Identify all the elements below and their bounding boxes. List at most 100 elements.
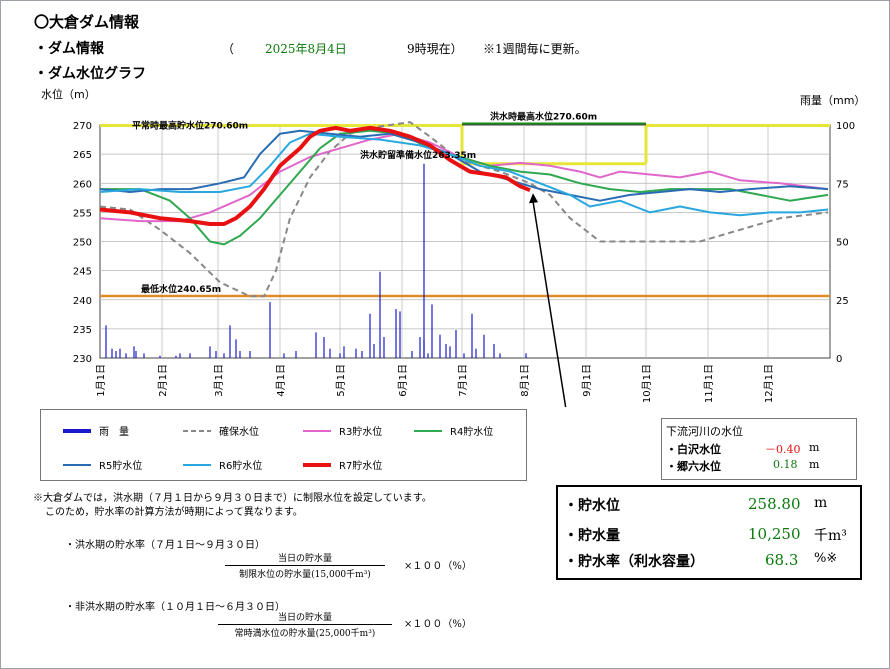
x-tick-label: 12月1日 [763, 364, 775, 403]
rain-bars [105, 163, 527, 358]
y-tick-label: 265 [73, 150, 92, 161]
stat-volume-label: ・貯水量 [564, 528, 620, 544]
legend-r7: R7貯水位 [303, 457, 382, 472]
time-status: 9時現在） [407, 42, 463, 56]
legend-rain-label: 雨 量 [99, 427, 129, 438]
y-tick-label: 245 [73, 267, 92, 278]
x-tick-label: 6月1日 [397, 364, 409, 397]
current-level-pointer [532, 201, 567, 407]
flood-numerator: 当日の貯水量 [277, 554, 332, 564]
legend-r6-label: R6貯水位 [219, 461, 263, 472]
series-line [99, 129, 829, 202]
nonflood-numerator: 当日の貯水量 [277, 613, 332, 623]
series-line [99, 132, 829, 223]
legend-secured: 確保水位 [183, 423, 259, 438]
stat-rate-value: 68.3 [765, 551, 799, 569]
x-tick-label: 2月1日 [157, 364, 169, 397]
y-tick-label: 260 [73, 179, 92, 190]
y-tick-label: 230 [73, 354, 92, 365]
stat-volume-value: 10,250 [748, 525, 801, 543]
reservoir-stats-box: ・貯水位 258.80 m ・貯水量 10,250 千m³ ・貯水率（利水容量）… [556, 485, 862, 580]
nonflood-multiplier: ×１００（%） [404, 619, 472, 630]
x-tick-label: 4月1日 [275, 364, 287, 397]
y2-axis-label: 雨量（mm） [800, 94, 865, 107]
flood-period-title: ・洪水期の貯水率（７月１日～９月３０日） [65, 540, 265, 551]
nonflood-fraction-line [218, 624, 392, 625]
flood-fraction-line [225, 565, 385, 566]
downstream-row-shirasawa-label: ・白沢水位 [666, 443, 721, 456]
x-tick-label: 5月1日 [335, 364, 347, 397]
x-tick-label: 1月1日 [95, 364, 107, 397]
stat-rate-unit: %※ [814, 551, 838, 566]
annotation-normal-max: 平常時最高貯水位270.60m [132, 120, 248, 132]
nonflood-formula: 当日の貯水量 常時満水位の貯水量(25,000千m³) [218, 610, 392, 639]
legend-r5: R5貯水位 [63, 457, 142, 472]
note-line1: ※大倉ダムでは，洪水期（７月１日から９月３０日まで）に制限水位を設定しています。 [33, 493, 432, 504]
dam-info-label: ・ダム情報 [34, 41, 104, 57]
legend-r5-label: R5貯水位 [99, 461, 143, 472]
x-tick-label: 11月1日 [703, 364, 715, 403]
flood-multiplier: ×１００（%） [404, 561, 472, 572]
graph-label: ・ダム水位グラフ [34, 66, 146, 82]
series-line [99, 132, 829, 217]
reference-levels [100, 122, 830, 298]
series-lines [99, 121, 829, 298]
y-tick-label: 270 [73, 121, 92, 132]
stat-volume-unit: 千m³ [814, 528, 847, 544]
series-line [99, 121, 829, 298]
downstream-level-box: 下流河川の水位 ・白沢水位 －0.40 m ・郷六水位 0.18 m [661, 418, 857, 480]
y2-tick-label: 100 [836, 121, 855, 132]
legend-r6: R6貯水位 [183, 457, 262, 472]
nonflood-denominator: 常時満水位の貯水量(25,000千m³) [234, 629, 376, 639]
downstream-title: 下流河川の水位 [666, 425, 743, 438]
y2-tick-label: 75 [836, 179, 849, 190]
nonflood-period-title: ・非洪水期の貯水率（１０月１日～６月３０日） [65, 602, 285, 613]
chart-annotations: 平常時最高貯水位270.60m 洪水時最高水位270.60m 洪水貯留準備水位263… [132, 111, 597, 407]
y-tick-label: 235 [73, 325, 92, 336]
legend-r4-label: R4貯水位 [450, 427, 494, 438]
y2-tick-label: 50 [836, 238, 849, 249]
stat-rate-label: ・貯水率（利水容量） [564, 554, 704, 570]
x-tick-label: 3月1日 [213, 364, 225, 397]
annotation-flood-prep: 洪水貯留準備水位263.35m [360, 149, 476, 161]
x-tick-label: 7月1日 [457, 364, 469, 397]
page-title: 〇大倉ダム情報 [34, 13, 140, 31]
series-line [100, 129, 829, 246]
legend-r3: R3貯水位 [303, 423, 382, 438]
flood-denominator: 制限水位の貯水量(15,000千m³) [239, 570, 371, 580]
downstream-row-goroku-value: 0.18 [773, 458, 798, 471]
x-tick-label: 8月1日 [519, 364, 531, 397]
y-axis-label: 水位（m） [41, 87, 96, 101]
note-line2: このため，貯水率の計算方法が時期によって異なります。 [45, 507, 303, 518]
x-tick-label: 9月1日 [581, 364, 593, 397]
y-tick-label: 250 [73, 238, 92, 249]
stat-level-value: 258.80 [748, 495, 801, 513]
y-tick-label: 255 [73, 208, 92, 219]
downstream-row-shirasawa-value: －0.40 [765, 443, 801, 456]
y2-tick-label: 25 [836, 296, 849, 307]
y-tick-label: 240 [73, 296, 92, 307]
update-note: ※1週間毎に更新。 [483, 42, 587, 56]
legend-r4: R4貯水位 [414, 423, 493, 438]
legend-r7-label: R7貯水位 [339, 461, 383, 472]
stat-level-unit: m [814, 495, 828, 511]
legend-r3-label: R3貯水位 [339, 427, 383, 438]
stat-level-label: ・貯水位 [564, 498, 620, 514]
downstream-row-shirasawa-unit: m [809, 441, 820, 454]
downstream-row-goroku-label: ・郷六水位 [666, 460, 721, 473]
legend-rain: 雨 量 [63, 423, 129, 438]
flood-formula: 当日の貯水量 制限水位の貯水量(15,000千m³) [225, 551, 385, 580]
y2-tick-label: 0 [836, 354, 842, 365]
series-line [99, 125, 531, 226]
annotation-min-level: 最低水位240.65m [141, 283, 221, 295]
open-paren: （ [222, 42, 235, 56]
chart-axes: 27026526025525024524023523010075502501月1… [73, 121, 855, 403]
chart-legend: 雨 量 確保水位 R3貯水位 R4貯水位 R5貯水位 R6貯水位 R7貯水位 [40, 409, 527, 481]
update-date: 2025年8月4日 [265, 42, 347, 56]
dam-level-chart: 27026526025525024524023523010075502501月1… [41, 87, 865, 407]
downstream-row-goroku-unit: m [809, 458, 820, 471]
legend-secured-label: 確保水位 [219, 427, 259, 438]
x-tick-label: 10月1日 [641, 364, 653, 403]
annotation-flood-max: 洪水時最高水位270.60m [490, 111, 597, 123]
pointer-arrowhead [529, 193, 538, 204]
